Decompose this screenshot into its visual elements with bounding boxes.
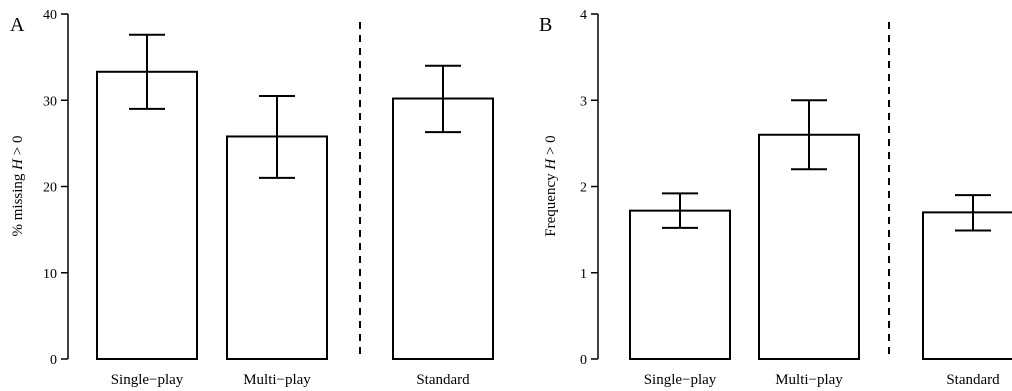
y-tick-label: 0	[580, 353, 587, 368]
panel-a-bars	[96, 33, 494, 361]
category-label: Standard	[416, 372, 470, 388]
panel-a-label: A	[10, 14, 25, 36]
y-tick-label: 30	[43, 94, 57, 109]
bar	[96, 70, 198, 360]
bar	[629, 209, 731, 360]
y-tick-label: 20	[43, 181, 57, 196]
panel-b-y-ticks: 0 1 2 3 4	[580, 8, 598, 368]
category-label: Multi−play	[243, 372, 311, 388]
y-tick-label: 3	[580, 94, 587, 109]
category-label: Single−play	[111, 372, 184, 388]
panel-b: B Frequency H > 0 0 1 2 3 4 Single−play Multi…	[539, 8, 1012, 388]
y-tick-label: 1	[580, 267, 587, 282]
y-tick-label: 0	[50, 353, 57, 368]
panel-a-y-ticks: 0 10 20 30 40	[43, 8, 68, 368]
panel-b-label: B	[539, 14, 552, 36]
category-label: Single−play	[644, 372, 717, 388]
y-tick-label: 10	[43, 267, 57, 282]
panel-b-bars	[629, 99, 1012, 360]
category-label: Multi−play	[775, 372, 843, 388]
panel-b-y-axis-label: Frequency H > 0	[543, 135, 559, 236]
y-tick-label: 40	[43, 8, 57, 23]
panel-a: A % missing H > 0 0 10 20 30 40 Single−play M…	[10, 8, 494, 388]
panel-a-y-axis-label: % missing H > 0	[10, 136, 26, 237]
panel-b-category-labels: Single−play Multi−play Standard	[644, 372, 1000, 388]
y-tick-label: 4	[580, 8, 587, 23]
bar	[392, 97, 494, 361]
category-label: Standard	[946, 372, 1000, 388]
bar	[758, 133, 860, 360]
bar	[922, 211, 1012, 360]
panel-a-category-labels: Single−play Multi−play Standard	[111, 372, 470, 388]
bar	[226, 135, 328, 360]
y-tick-label: 2	[580, 181, 587, 196]
